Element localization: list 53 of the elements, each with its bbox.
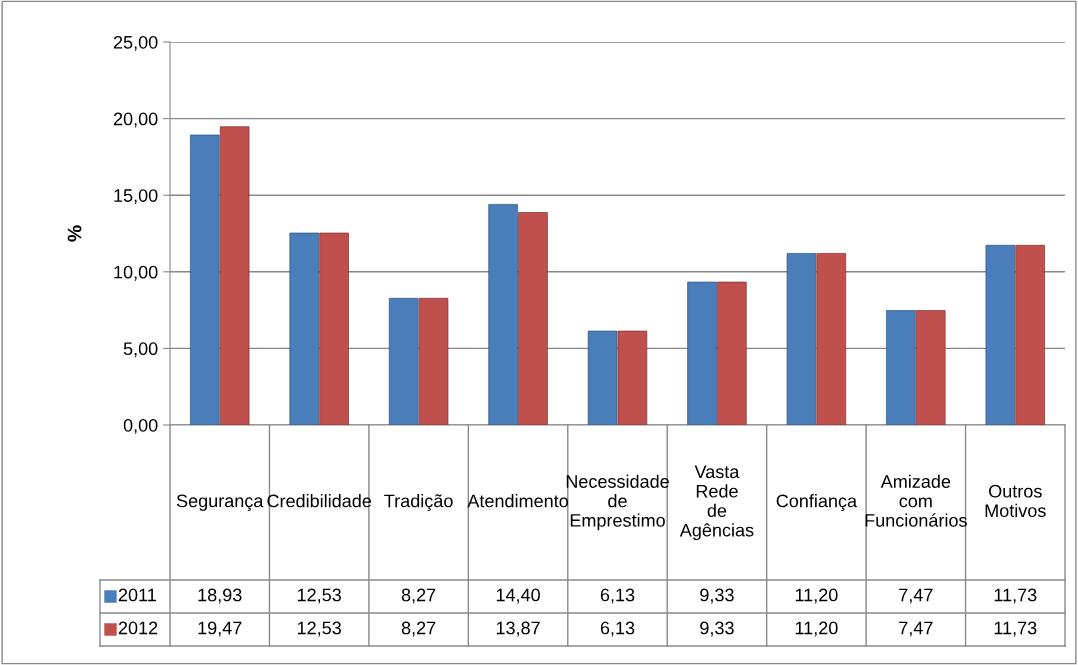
bar [915, 310, 946, 425]
data-label: 11,73 [994, 588, 1037, 604]
x-tick-label: Credibilidade [267, 494, 372, 508]
bar [717, 281, 747, 425]
y-tick-label: 5,00 [123, 342, 158, 358]
x-tick-label: Amizade com Funcionários [865, 474, 967, 527]
y-tick-label: 10,00 [114, 265, 158, 281]
bar [388, 297, 419, 425]
y-tick-label: 0,00 [123, 418, 158, 434]
data-label: 11,73 [994, 621, 1037, 637]
data-label: 12,53 [297, 621, 341, 637]
x-tick-label: Segurança [176, 494, 264, 511]
data-label: 12,53 [297, 588, 341, 604]
bar [190, 134, 220, 425]
data-label: 9,33 [700, 621, 734, 637]
bar [219, 126, 250, 425]
bar [289, 232, 320, 425]
data-label: 6,13 [600, 621, 635, 637]
bar [886, 310, 916, 425]
x-tick-label: Vasta Rede de Agências [679, 465, 754, 541]
x-tick-label: Atendimento [467, 494, 568, 508]
y-axis-title: % [67, 225, 82, 242]
bar [687, 281, 717, 425]
y-tick-label: 25,00 [113, 35, 158, 51]
bar [617, 330, 648, 425]
y-tick-label: 20,00 [113, 112, 158, 128]
bar [518, 212, 548, 425]
data-label: 14,40 [496, 588, 540, 604]
bar [587, 330, 618, 425]
data-label: 9,33 [700, 588, 734, 604]
data-label: 8,27 [401, 588, 436, 604]
x-tick-label: Tradição [384, 494, 453, 511]
bar [1015, 244, 1045, 425]
data-label: 7,47 [899, 621, 933, 637]
data-label: 7,47 [899, 588, 933, 604]
data-label: 18,93 [198, 588, 242, 604]
data-label: 6,13 [600, 588, 635, 604]
data-label: 19,47 [198, 621, 242, 637]
bar [488, 204, 518, 425]
bar [319, 232, 349, 425]
data-label: 11,20 [795, 621, 838, 637]
data-label: 13,87 [496, 621, 540, 637]
bar [985, 244, 1016, 425]
bar [786, 253, 817, 425]
x-tick-label: Outros Motivos [985, 484, 1046, 518]
data-label: 8,27 [401, 621, 436, 637]
x-tick-label: Confiança [776, 494, 858, 511]
bar [418, 297, 449, 425]
legend-label: 2011 [118, 588, 156, 602]
y-tick-label: 15,00 [114, 189, 158, 205]
legend-label: 2012 [118, 621, 158, 635]
data-label: 11,20 [795, 588, 838, 604]
bar [816, 253, 847, 425]
